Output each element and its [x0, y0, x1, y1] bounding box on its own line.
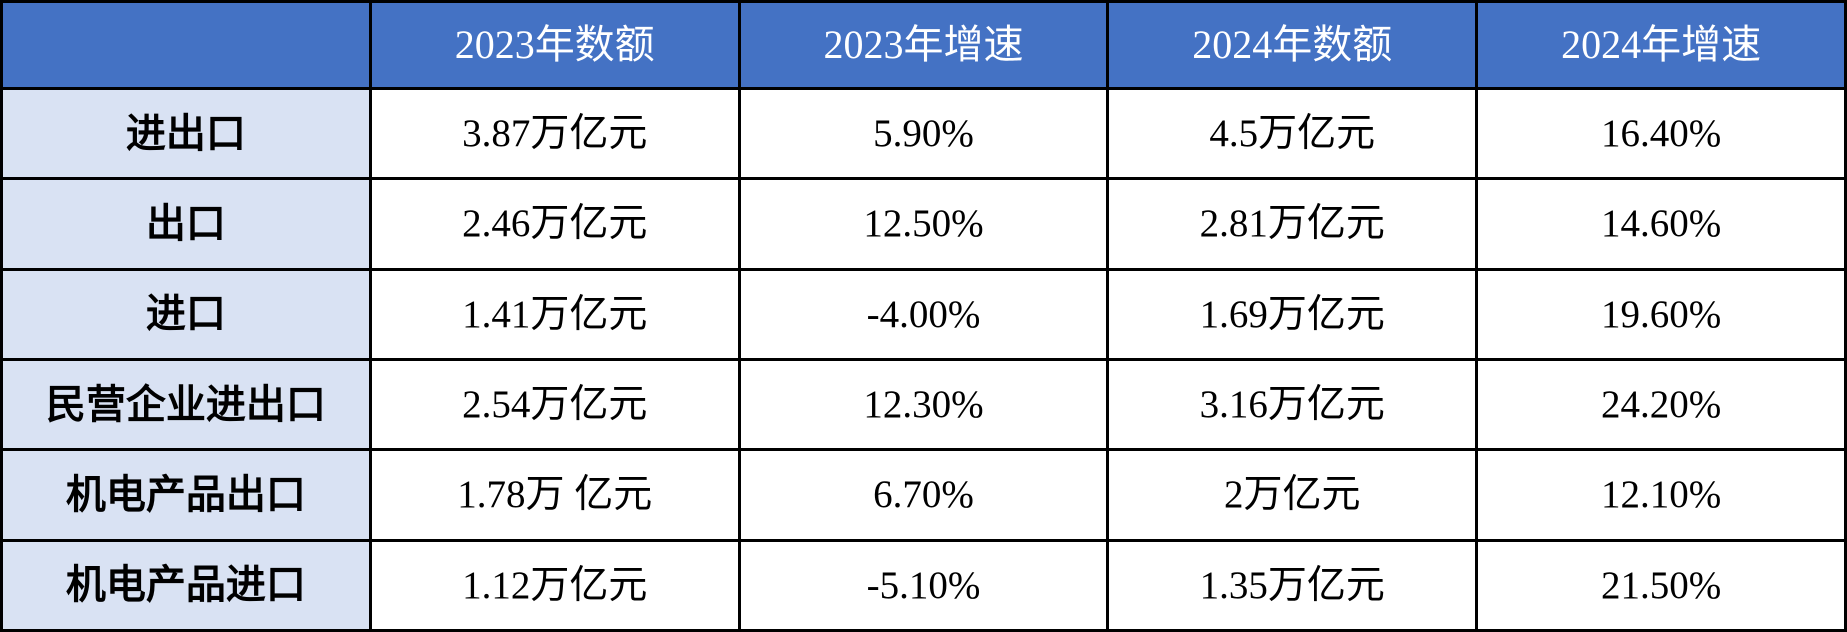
header-row: 2023年数额 2023年增速 2024年数额 2024年增速 [0, 0, 1847, 90]
header-cell-2024-growth: 2024年增速 [1475, 0, 1847, 90]
table-cell: 19.60% [1475, 267, 1847, 361]
table-cell: 3.87万亿元 [368, 86, 741, 181]
table-cell: 2.54万亿元 [368, 357, 741, 452]
header-cell-2023-growth: 2023年增速 [737, 0, 1110, 90]
table-cell: 6.70% [737, 448, 1110, 542]
table-row: 进出口 3.87万亿元 5.90% 4.5万亿元 16.40% [0, 86, 1847, 181]
table-cell: -4.00% [737, 267, 1110, 361]
table-row: 出口 2.46万亿元 12.50% 2.81万亿元 14.60% [0, 177, 1847, 271]
table-cell: 3.16万亿元 [1106, 357, 1479, 452]
row-label: 机电产品出口 [0, 448, 372, 542]
table-row: 机电产品进口 1.12万亿元 -5.10% 1.35万亿元 21.50% [0, 538, 1847, 632]
table-cell: 1.35万亿元 [1106, 538, 1479, 632]
row-label: 进口 [0, 267, 372, 361]
header-cell-2023-amount: 2023年数额 [368, 0, 741, 90]
table-cell: 2.46万亿元 [368, 177, 741, 271]
header-cell-2024-amount: 2024年数额 [1106, 0, 1479, 90]
table-cell: 2.81万亿元 [1106, 177, 1479, 271]
table-cell: 1.78万 亿元 [368, 448, 741, 542]
row-label: 进出口 [0, 86, 372, 181]
table-cell: 12.10% [1475, 448, 1847, 542]
table-cell: 12.30% [737, 357, 1110, 452]
table-row: 进口 1.41万亿元 -4.00% 1.69万亿元 19.60% [0, 267, 1847, 361]
header-cell-blank [0, 0, 372, 90]
table-cell: 14.60% [1475, 177, 1847, 271]
table-cell: 1.12万亿元 [368, 538, 741, 632]
table-cell: 12.50% [737, 177, 1110, 271]
table-cell: -5.10% [737, 538, 1110, 632]
table-cell: 24.20% [1475, 357, 1847, 452]
table-cell: 21.50% [1475, 538, 1847, 632]
table-cell: 1.41万亿元 [368, 267, 741, 361]
table-cell: 4.5万亿元 [1106, 86, 1479, 181]
table-cell: 2万亿元 [1106, 448, 1479, 542]
table-row: 民营企业进出口 2.54万亿元 12.30% 3.16万亿元 24.20% [0, 357, 1847, 452]
row-label: 民营企业进出口 [0, 357, 372, 452]
table-row: 机电产品出口 1.78万 亿元 6.70% 2万亿元 12.10% [0, 448, 1847, 542]
table-cell: 16.40% [1475, 86, 1847, 181]
row-label: 机电产品进口 [0, 538, 372, 632]
row-label: 出口 [0, 177, 372, 271]
table-cell: 5.90% [737, 86, 1110, 181]
table-cell: 1.69万亿元 [1106, 267, 1479, 361]
